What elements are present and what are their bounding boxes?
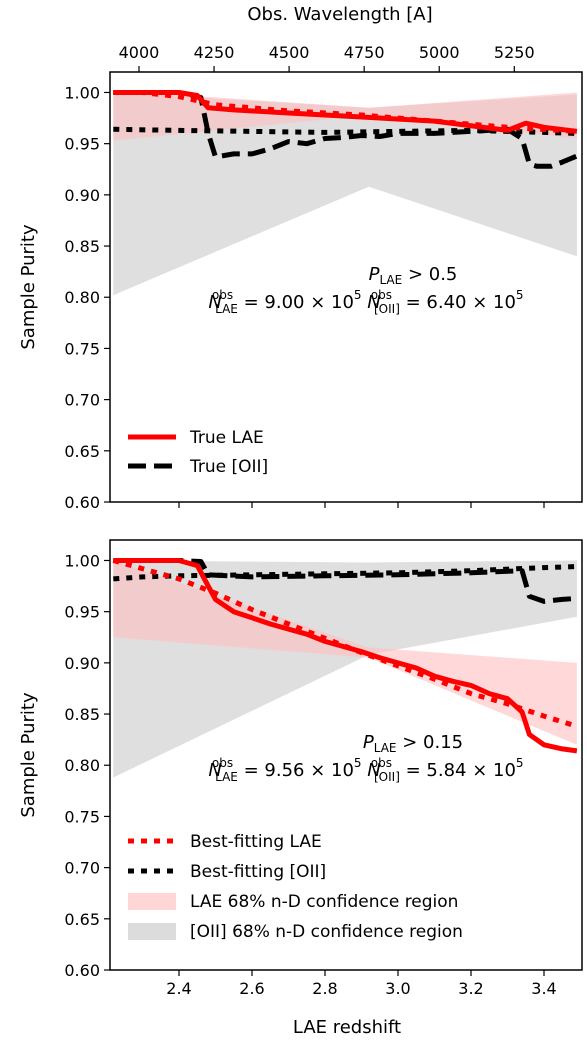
legend-label: True LAE: [189, 428, 264, 448]
bottom-panel: 0.60 0.65 0.70 0.75 0.80 0.85 0.90 0.95 1.00 Samp…: [18, 539, 583, 998]
y-tick-label: 0.80: [64, 756, 100, 775]
plot-area: [112, 558, 578, 778]
y-tick-label: 0.85: [64, 237, 100, 256]
oii-confidence-band: [113, 92, 577, 296]
top-tick-label: 4250: [194, 43, 235, 62]
y-tick-label: 0.95: [64, 135, 100, 154]
x-axis-title: LAE redshift: [293, 1017, 401, 1038]
annotation-threshold: PLAE > 0.15: [363, 732, 463, 755]
y-tick-label: 0.70: [64, 859, 100, 878]
axes-frame: [109, 71, 583, 503]
series-true-oii: [113, 90, 578, 169]
annotation-threshold: PLAE > 0.5: [369, 264, 458, 287]
x-tick-label: 2.6: [239, 979, 264, 998]
legend-label: [OII] 68% n-D confidence region: [190, 922, 463, 942]
legend-label: LAE 68% n-D confidence region: [190, 892, 458, 912]
legend-label: Best-fitting LAE: [190, 832, 322, 852]
y-tick-label: 0.75: [64, 339, 100, 358]
y-axis-title: Sample Purity: [18, 692, 39, 818]
x-tick-label: 2.4: [166, 979, 191, 998]
legend-swatch: [128, 893, 176, 910]
x-tick-label: 3.0: [385, 979, 410, 998]
series-best-fitting-oii: [113, 126, 577, 136]
y-tick-label: 0.65: [64, 910, 100, 929]
annotation-counts: Nobs LAE = 9.56 × 105 Nobs [OII] = 5.84 × …: [208, 756, 523, 784]
legend-label: Best-fitting [OII]: [190, 862, 326, 882]
plot-area: [113, 90, 578, 296]
y-tick-label: 0.80: [64, 288, 100, 307]
top-panel: 0.60 0.65 0.70 0.75 0.80 0.85 0.90 0.95 1.00 Samp…: [18, 43, 583, 512]
x-tick-label: 2.8: [312, 979, 337, 998]
y-tick-label: 0.70: [64, 391, 100, 410]
top-tick-label: 5250: [494, 43, 535, 62]
y-tick-label: 1.00: [64, 551, 100, 570]
top-tick-label: 4000: [119, 43, 160, 62]
top-tick-label: 4750: [344, 43, 385, 62]
x-tick-label: 3.2: [458, 979, 483, 998]
annotation-counts: Nobs LAE = 9.00 × 105 Nobs [OII] = 6.40 × …: [208, 288, 523, 316]
y-tick-label: 1.00: [64, 83, 100, 102]
top-tick-label: 5000: [419, 43, 460, 62]
series-true-lae: [113, 558, 578, 754]
y-tick-label: 0.75: [64, 807, 100, 826]
y-tick-label: 0.90: [64, 186, 100, 205]
y-tick-label: 0.65: [64, 442, 100, 461]
top-axis-title: Obs. Wavelength [A]: [247, 4, 432, 25]
y-tick-label: 0.60: [64, 961, 100, 980]
series-true-lae: [113, 90, 578, 134]
top-tick-label: 4500: [269, 43, 310, 62]
y-tick-label: 0.85: [64, 705, 100, 724]
x-tick-label: 3.4: [531, 979, 556, 998]
axes-frame: [109, 539, 583, 971]
legend-label: True [OII]: [189, 457, 268, 477]
y-axis-title: Sample Purity: [18, 224, 39, 350]
y-tick-label: 0.60: [64, 493, 100, 512]
y-tick-label: 0.90: [64, 654, 100, 673]
y-tick-label: 0.95: [64, 603, 100, 622]
legend-swatch: [128, 923, 176, 940]
